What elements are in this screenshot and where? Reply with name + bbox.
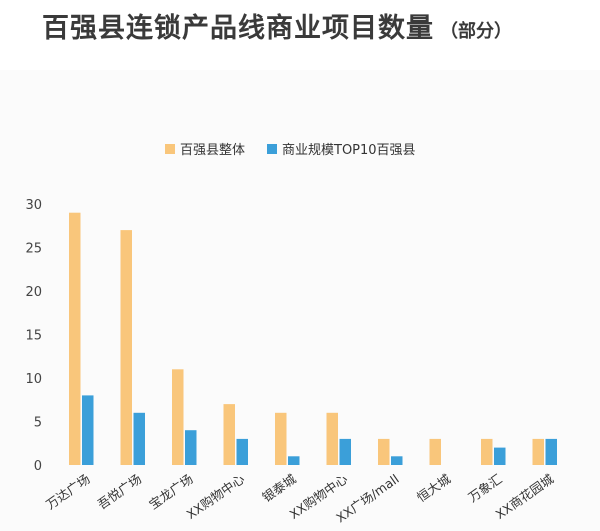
- bar-top10-1: [133, 412, 145, 465]
- x-category-label: 吾悦广场: [95, 471, 145, 512]
- legend-label-0: 百强县整体: [180, 143, 245, 158]
- bar-top10-2: [185, 430, 197, 465]
- x-category-label: 万象汇: [465, 471, 504, 505]
- bar-overall-2: [172, 369, 184, 465]
- title-subtitle: （部分）: [440, 21, 512, 42]
- bar-top10-8: [494, 447, 506, 465]
- x-category-label: XX商花园城: [493, 471, 557, 522]
- bar-overall-9: [532, 438, 544, 465]
- bar-overall-0: [69, 212, 81, 465]
- bar-top10-5: [339, 438, 351, 465]
- y-tick-label: 5: [34, 416, 42, 431]
- legend-swatch-0: [165, 144, 175, 154]
- bar-top10-9: [545, 438, 557, 465]
- bar-overall-6: [378, 438, 390, 465]
- x-category-label: 万达广场: [43, 471, 93, 512]
- bar-top10-0: [82, 395, 94, 465]
- chart-area: 0 5 10 15 20 25 30 百强县整体 商业规模TOP10百强县 万达广场 吾悦广场 宝龙广…: [0, 70, 600, 531]
- y-tick-label: 30: [25, 198, 42, 213]
- chart-title: 百强县连锁产品线商业项目数量 （部分）: [42, 6, 582, 46]
- bar-top10-4: [288, 456, 300, 465]
- bar-overall-4: [275, 412, 287, 465]
- y-tick-label: 20: [25, 285, 42, 300]
- x-category-label: XX购物中心: [184, 471, 248, 522]
- y-tick-label: 15: [25, 329, 42, 344]
- x-category-label: 恒大城: [414, 471, 454, 505]
- bar-overall-5: [326, 412, 338, 465]
- legend-label-1: 商业规模TOP10百强县: [282, 143, 416, 158]
- bar-top10-3: [236, 438, 248, 465]
- bar-overall-8: [481, 438, 493, 465]
- bar-overall-1: [120, 230, 132, 465]
- y-tick-label: 0: [34, 459, 42, 474]
- x-category-label: 银泰城: [259, 471, 299, 505]
- title-main: 百强县连锁产品线商业项目数量: [42, 13, 434, 44]
- legend-swatch-1: [267, 144, 277, 154]
- bar-top10-6: [391, 456, 403, 465]
- bar-overall-3: [223, 404, 235, 465]
- bar-overall-7: [429, 438, 441, 465]
- y-tick-label: 10: [25, 372, 42, 387]
- y-tick-label: 25: [25, 242, 42, 257]
